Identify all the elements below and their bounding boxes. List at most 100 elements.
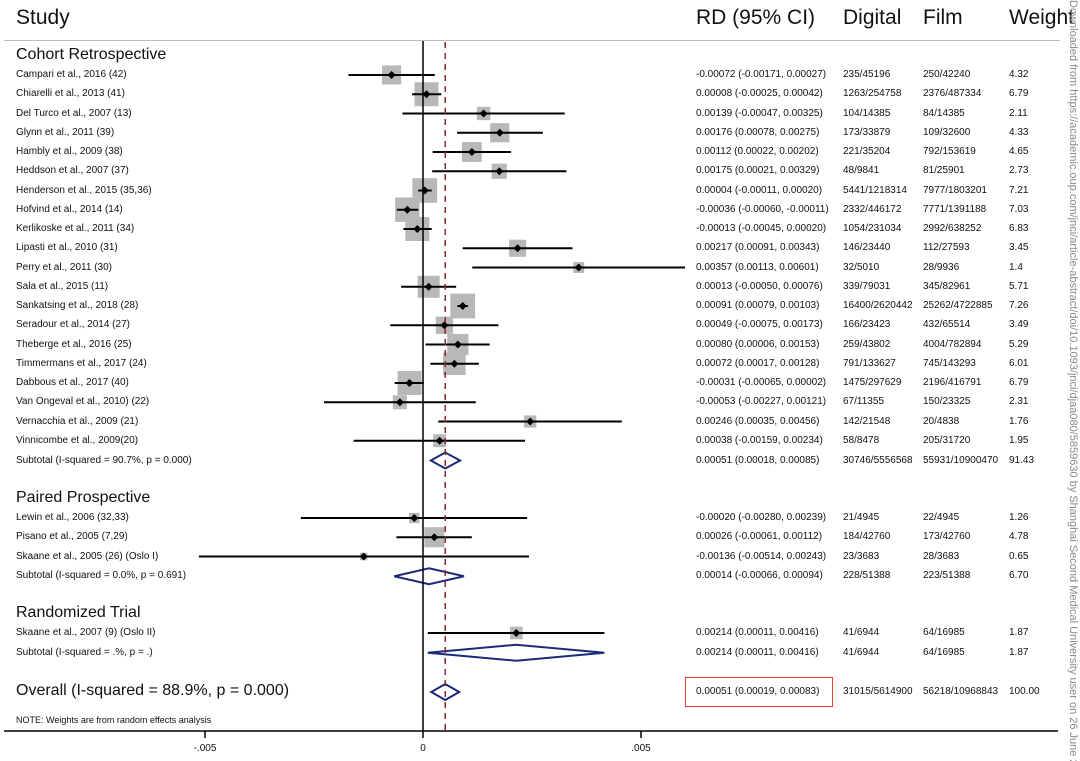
study-digital: 32/5010	[843, 261, 880, 273]
point-estimate	[435, 436, 444, 445]
study-weight: 4.78	[1009, 531, 1029, 543]
subtotal-rd-ci: 0.00214 (0.00011, 0.00416)	[696, 646, 819, 658]
subtotal-rd-ci: 0.00014 (-0.00066, 0.00094)	[696, 570, 823, 582]
point-estimate	[450, 359, 459, 368]
study-digital: 1475/297629	[843, 377, 902, 388]
study-rd-ci: 0.00112 (0.00022, 0.00202)	[696, 146, 819, 157]
subtotal-digital: 30746/5556568	[843, 454, 913, 466]
point-estimate	[410, 514, 419, 522]
subtotal-weight: 6.70	[1009, 570, 1029, 582]
study-label: Timmermans et al., 2017 (24)	[16, 357, 147, 369]
point-estimate	[495, 167, 504, 176]
study-digital: 146/23440	[843, 242, 891, 254]
subtotal-film: 223/51388	[923, 570, 971, 582]
subtotal-weight: 91.43	[1009, 454, 1035, 466]
study-digital: 23/3683	[843, 550, 880, 562]
point-estimate	[359, 552, 368, 561]
study-digital: 58/8478	[843, 434, 880, 446]
header-study: Study	[16, 6, 70, 29]
study-rd-ci: 0.00072 (0.00017, 0.00128)	[696, 357, 820, 369]
overall-film: 56218/10968843	[923, 686, 999, 697]
study-label: Sankatsing et al., 2018 (28)	[16, 300, 139, 311]
study-rd-ci: -0.00036 (-0.00060, -0.00011)	[696, 203, 829, 215]
study-weight: 1.95	[1009, 434, 1029, 446]
point-estimate	[387, 71, 396, 79]
study-weight: 5.29	[1009, 338, 1029, 350]
header-digital: Digital	[843, 6, 902, 29]
header-film: Film	[923, 6, 963, 29]
study-label: Lewin et al., 2006 (32,33)	[16, 512, 129, 523]
study-weight: 6.01	[1009, 357, 1029, 369]
overall-highlight-box	[685, 677, 833, 707]
subtotal-rd-ci: 0.00051 (0.00018, 0.00085)	[696, 454, 820, 466]
study-label: Sala et al., 2015 (11)	[16, 280, 109, 292]
study-rd-ci: 0.00008 (-0.00025, 0.00042)	[696, 88, 823, 100]
study-digital: 104/14385	[843, 107, 891, 119]
study-digital: 2332/446172	[843, 203, 902, 215]
point-estimate	[405, 379, 414, 387]
group-heading: Cohort Retrospective	[16, 46, 167, 63]
study-digital: 48/9841	[843, 165, 880, 177]
study-label: Vinnicombe et al., 2009(20)	[16, 434, 139, 446]
study-rd-ci: 0.00038 (-0.00159, 0.00234)	[696, 434, 823, 446]
study-film: 150/23325	[923, 396, 971, 408]
point-estimate	[479, 109, 488, 118]
subtotal-film: 55931/10900470	[923, 454, 999, 466]
study-weight: 2.31	[1009, 396, 1029, 408]
study-rd-ci: 0.00214 (0.00011, 0.00416)	[696, 627, 819, 638]
study-film: 250/42240	[923, 69, 971, 80]
study-digital: 184/42760	[843, 531, 891, 543]
study-film: 432/65514	[923, 319, 971, 331]
study-label: Kerlikoske et al., 2011 (34)	[16, 223, 135, 234]
study-label: Heddson et al., 2007 (37)	[16, 165, 129, 177]
study-weight: 7.21	[1009, 184, 1029, 196]
overall-digital: 31015/5614900	[843, 686, 913, 697]
study-label: Seradour et al., 2014 (27)	[16, 319, 130, 331]
point-estimate	[440, 321, 449, 330]
study-digital: 142/21548	[843, 415, 891, 427]
study-digital: 166/23423	[843, 319, 891, 331]
study-label: Henderson et al., 2015 (35,36)	[16, 184, 152, 196]
point-estimate	[526, 417, 535, 426]
study-film: 2992/638252	[923, 223, 982, 234]
study-film: 84/14385	[923, 107, 965, 119]
study-weight: 1.76	[1009, 415, 1029, 427]
study-film: 112/27593	[923, 242, 970, 254]
study-weight: 4.32	[1009, 69, 1029, 80]
study-film: 28/9936	[923, 261, 960, 273]
subtotal-diamond	[427, 643, 605, 662]
study-rd-ci: -0.00013 (-0.00045, 0.00020)	[696, 223, 827, 234]
study-weight: 4.33	[1009, 126, 1029, 138]
study-rd-ci: -0.00136 (-0.00514, 0.00243)	[696, 550, 827, 562]
study-label: Lipasti et al., 2010 (31)	[16, 242, 118, 254]
study-film: 22/4945	[923, 512, 960, 523]
point-estimate	[574, 263, 583, 272]
study-film: 2196/416791	[923, 377, 982, 388]
study-digital: 235/45196	[843, 69, 891, 80]
overall-label: Overall (I-squared = 88.9%, p = 0.000)	[16, 682, 290, 699]
point-estimate	[513, 244, 522, 253]
overall-diamond	[429, 682, 462, 702]
study-digital: 173/33879	[843, 126, 891, 138]
study-digital: 791/133627	[843, 357, 896, 369]
study-film: 205/31720	[923, 434, 971, 446]
study-digital: 1263/254758	[843, 88, 902, 100]
subtotal-weight: 1.87	[1009, 646, 1029, 658]
study-rd-ci: 0.00004 (-0.00011, 0.00020)	[696, 184, 823, 196]
study-digital: 339/79031	[843, 280, 891, 292]
study-rd-ci: -0.00031 (-0.00065, 0.00002)	[696, 377, 827, 388]
point-estimate	[458, 302, 467, 310]
study-rd-ci: -0.00072 (-0.00171, 0.00027)	[696, 69, 827, 80]
study-weight: 5.71	[1009, 280, 1029, 292]
study-label: Chiarelli et al., 2013 (41)	[16, 88, 125, 100]
study-weight: 1.26	[1009, 512, 1029, 523]
study-weight: 3.49	[1009, 319, 1029, 331]
study-film: 28/3683	[923, 550, 960, 562]
study-rd-ci: 0.00091 (0.00079, 0.00103)	[696, 300, 820, 311]
subtotal-digital: 41/6944	[843, 646, 880, 658]
subtotal-label: Subtotal (I-squared = .%, p = .)	[16, 646, 153, 658]
study-label: Dabbous et al., 2017 (40)	[16, 377, 129, 388]
study-film: 64/16985	[923, 627, 965, 638]
study-weight: 6.79	[1009, 88, 1029, 100]
